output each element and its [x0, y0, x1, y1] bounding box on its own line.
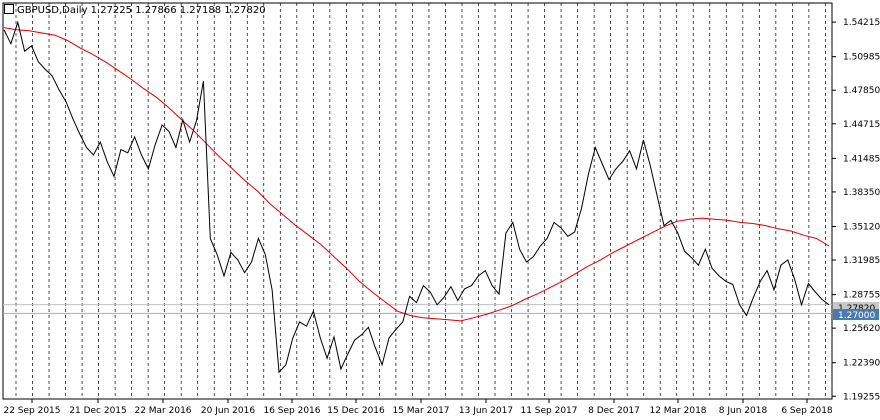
x-tick-label: 11 Sep 2017: [520, 406, 577, 416]
price-tags: 1.27820 1.27000: [833, 302, 879, 321]
level-price-tag-text: 1.27000: [838, 311, 875, 321]
y-tick-label: 1.41485: [843, 154, 880, 164]
chart-title: GBPUSD,Daily 1.27225 1.27866 1.27188 1.2…: [4, 3, 266, 16]
y-tick-label: 1.35120: [843, 222, 880, 232]
y-tick-label: 1.25620: [843, 324, 880, 334]
current-price-tag: [833, 302, 879, 313]
x-tick-label: 13 Jun 2017: [459, 406, 513, 416]
x-tick-label: 15 Mar 2017: [392, 406, 449, 416]
price-axis: 1.54215 1.50985 1.47850 1.44715 1.41485 1.383…: [832, 18, 880, 402]
title-text: GBPUSD,Daily 1.27225 1.27866 1.27188 1.2…: [17, 5, 266, 16]
symbol-marker-icon: [4, 4, 14, 14]
x-tick-label: 16 Sep 2016: [263, 406, 320, 416]
y-tick-label: 1.44715: [843, 120, 880, 130]
y-tick-label: 1.47850: [843, 86, 880, 96]
x-tick-label: 12 Mar 2018: [649, 406, 706, 416]
y-tick-label: 1.22390: [843, 359, 880, 369]
x-tick-label: 8 Jun 2018: [719, 406, 768, 416]
x-tick-label: 22 Sep 2015: [3, 406, 60, 416]
x-tick-label: 20 Jun 2016: [201, 406, 255, 416]
x-tick-label: 21 Dec 2015: [69, 406, 127, 416]
y-tick-label: 1.38350: [843, 188, 880, 198]
y-tick-label: 1.50985: [843, 53, 880, 63]
y-tick-label: 1.19255: [843, 392, 880, 402]
grid-lines: [15, 3, 826, 399]
x-tick-label: 22 Mar 2016: [134, 406, 191, 416]
level-price-tag: [833, 309, 879, 320]
y-tick-label: 1.54215: [843, 18, 880, 28]
x-tick-label: 15 Dec 2016: [327, 406, 385, 416]
time-axis: 22 Sep 2015 21 Dec 2015 22 Mar 2016 20 Jun …: [3, 399, 833, 416]
moving-average-line: [3, 27, 830, 322]
x-tick-label: 8 Dec 2017: [588, 406, 640, 416]
plot-frame: [2, 2, 833, 400]
y-tick-label: 1.31985: [843, 256, 880, 266]
price-series-line: [3, 20, 830, 374]
y-tick-label: 1.28755: [843, 291, 880, 301]
x-tick-label: 6 Sep 2018: [781, 406, 833, 416]
